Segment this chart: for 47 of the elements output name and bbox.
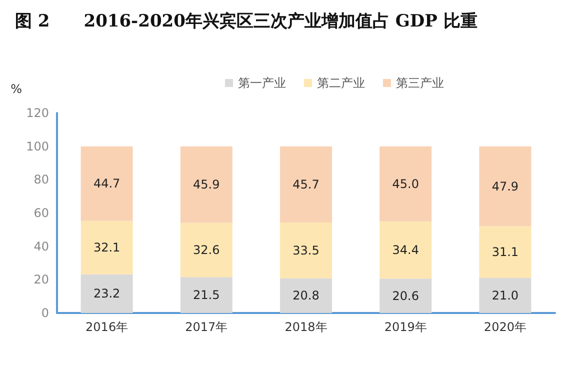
data-label: 21.0 [492, 288, 519, 302]
bar [380, 221, 432, 279]
bar [380, 146, 432, 222]
data-label: 32.1 [93, 240, 120, 255]
data-label: 45.7 [292, 177, 320, 192]
bar [280, 146, 332, 222]
x-tick-label: 2018年 [284, 320, 328, 334]
y-tick-label: 60 [34, 206, 49, 220]
chart-title: 图 2 2016-2020年兴宾区三次产业增加值占 GDP 比重 [15, 12, 478, 32]
bar [479, 146, 532, 226]
y-axis-title: % [10, 82, 22, 96]
bar [80, 146, 133, 221]
x-tick-label: 2019年 [384, 320, 427, 334]
data-label: 32.6 [193, 243, 220, 257]
data-label: 44.7 [93, 176, 120, 191]
y-tick-label: 20 [34, 272, 49, 287]
legend-label: 第三产业 [396, 76, 444, 90]
bar [280, 222, 332, 278]
data-label: 23.2 [93, 286, 120, 301]
data-label: 31.1 [492, 245, 519, 260]
bar [280, 278, 332, 313]
bar [479, 278, 532, 313]
bar [80, 274, 133, 313]
data-label: 34.4 [392, 243, 419, 257]
bar [180, 146, 232, 223]
data-label: 20.6 [392, 288, 419, 303]
data-label: 45.0 [392, 176, 419, 191]
bar [479, 226, 532, 278]
y-tick-label: 40 [34, 239, 49, 254]
data-label: 45.9 [193, 178, 220, 192]
bar [180, 277, 232, 313]
x-tick-label: 2017年 [185, 320, 228, 334]
data-label: 21.5 [193, 288, 220, 302]
bar [180, 222, 232, 278]
y-tick-label: 80 [34, 172, 49, 187]
bar [80, 220, 133, 274]
x-tick-label: 2016年 [86, 320, 128, 334]
legend-label: 第二产业 [317, 76, 365, 90]
bar [380, 278, 432, 313]
data-label: 47.9 [492, 179, 519, 194]
y-tick-label: 100 [26, 139, 49, 154]
legend-label: 第一产业 [238, 76, 286, 90]
y-tick-label: 120 [26, 106, 49, 120]
y-tick-label: 0 [41, 306, 49, 320]
data-label: 20.8 [292, 288, 320, 303]
data-label: 33.5 [292, 243, 320, 258]
x-tick-label: 2020年 [484, 320, 526, 334]
